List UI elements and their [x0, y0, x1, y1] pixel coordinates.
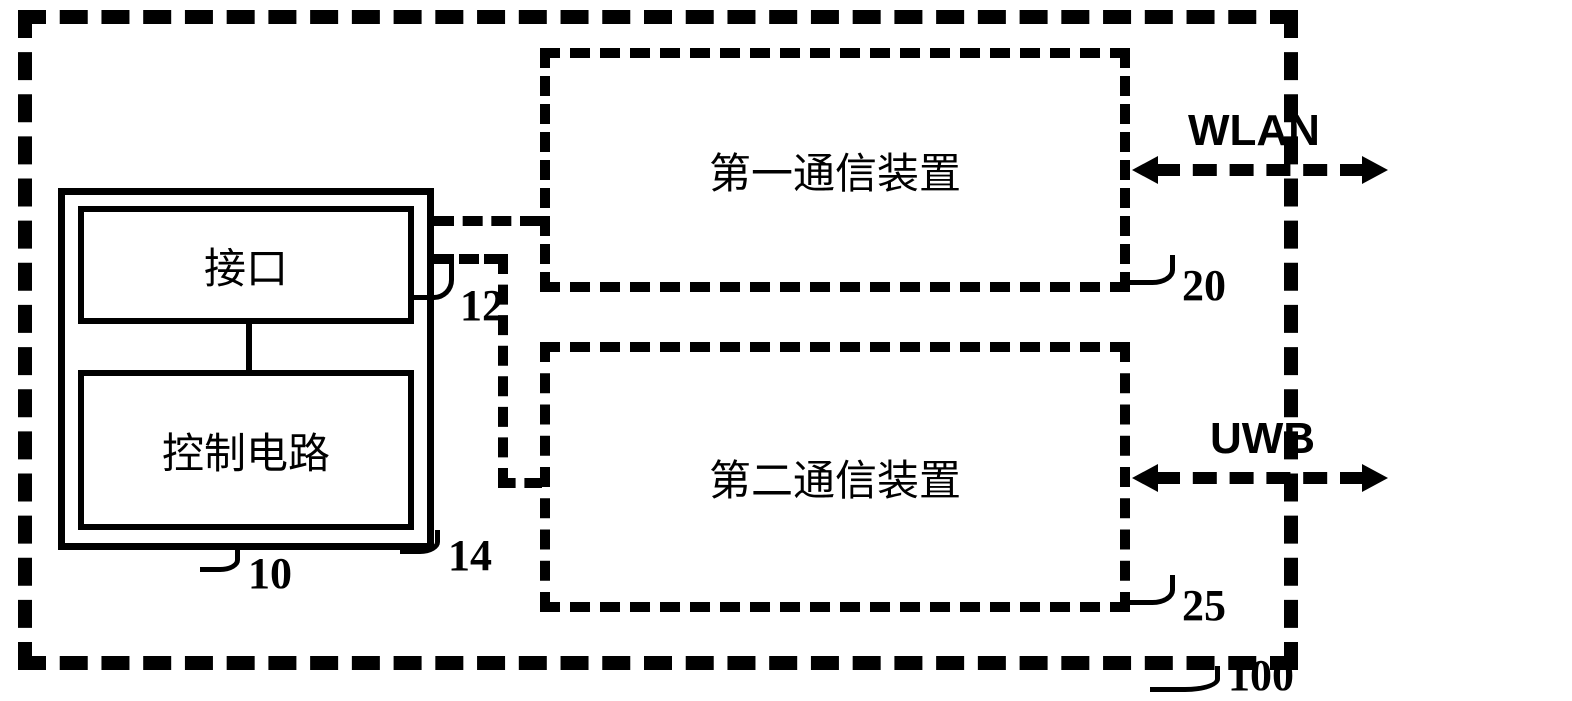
leader-14: [400, 530, 440, 554]
leader-10: [200, 548, 240, 572]
comm2-arrow-right: [1362, 464, 1388, 492]
comm1-arrow-shaft: [1156, 164, 1364, 176]
interface-box: 接口: [78, 206, 414, 324]
interface-control-link: [246, 324, 252, 370]
leader-25: [1130, 575, 1175, 605]
comm2-arrow-shaft: [1156, 472, 1364, 484]
interface-label: 接口: [204, 235, 288, 296]
link-vertical: [498, 254, 508, 488]
ref-25: 25: [1182, 580, 1226, 631]
ref-100: 100: [1228, 650, 1294, 701]
comm2-label: 第二通信装置: [709, 447, 961, 508]
comm1-box: 第一通信装置: [540, 48, 1130, 292]
ref-10: 10: [248, 548, 292, 599]
control-label: 控制电路: [162, 420, 330, 481]
link-to-comm1-a: [434, 216, 540, 226]
leader-100: [1150, 666, 1220, 692]
comm2-arrow-left: [1132, 464, 1158, 492]
control-box: 控制电路: [78, 370, 414, 530]
ref-20: 20: [1182, 260, 1226, 311]
leader-20: [1130, 255, 1175, 285]
comm2-box: 第二通信装置: [540, 342, 1130, 612]
comm2-protocol: UWB: [1210, 414, 1315, 464]
comm1-arrow-right: [1362, 156, 1388, 184]
ref-14: 14: [448, 530, 492, 581]
link-to-comm1-b: [434, 254, 504, 264]
link-to-comm2: [498, 478, 542, 488]
comm1-label: 第一通信装置: [709, 140, 961, 201]
comm1-protocol: WLAN: [1188, 106, 1320, 156]
leader-12: [414, 260, 454, 300]
comm1-arrow-left: [1132, 156, 1158, 184]
